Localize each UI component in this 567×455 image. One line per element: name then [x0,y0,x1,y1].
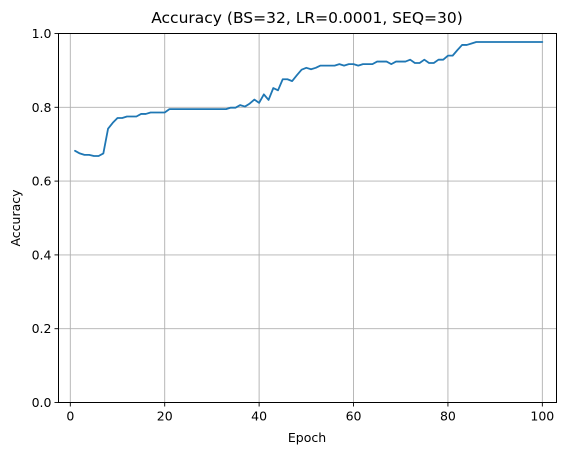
y-tick-label: 0.0 [32,395,52,410]
accuracy-line [74,41,544,157]
grid-layer [58,33,557,403]
tick-layer: 0 20 40 60 80 100 0.0 0.2 0.4 0.6 0.8 1.0 [32,26,555,424]
y-tick-label: 0.2 [32,321,52,336]
y-tick-label: 0.6 [32,174,52,189]
x-tick-label: 20 [157,409,173,424]
x-tick-label: 40 [251,409,267,424]
chart-title: Accuracy (BS=32, LR=0.0001, SEQ=30) [151,9,463,27]
y-tick-label: 0.8 [32,100,52,115]
plot-frame [58,33,557,403]
x-tick-label: 60 [346,409,362,424]
x-tick-label: 80 [440,409,456,424]
series-layer [74,41,544,157]
y-axis-label: Accuracy [8,189,23,247]
x-tick-label: 0 [66,409,74,424]
y-tick-label: 1.0 [32,26,52,41]
x-tick-label: 100 [530,409,554,424]
y-tick-label: 0.4 [32,247,52,262]
x-axis-label: Epoch [288,430,326,445]
